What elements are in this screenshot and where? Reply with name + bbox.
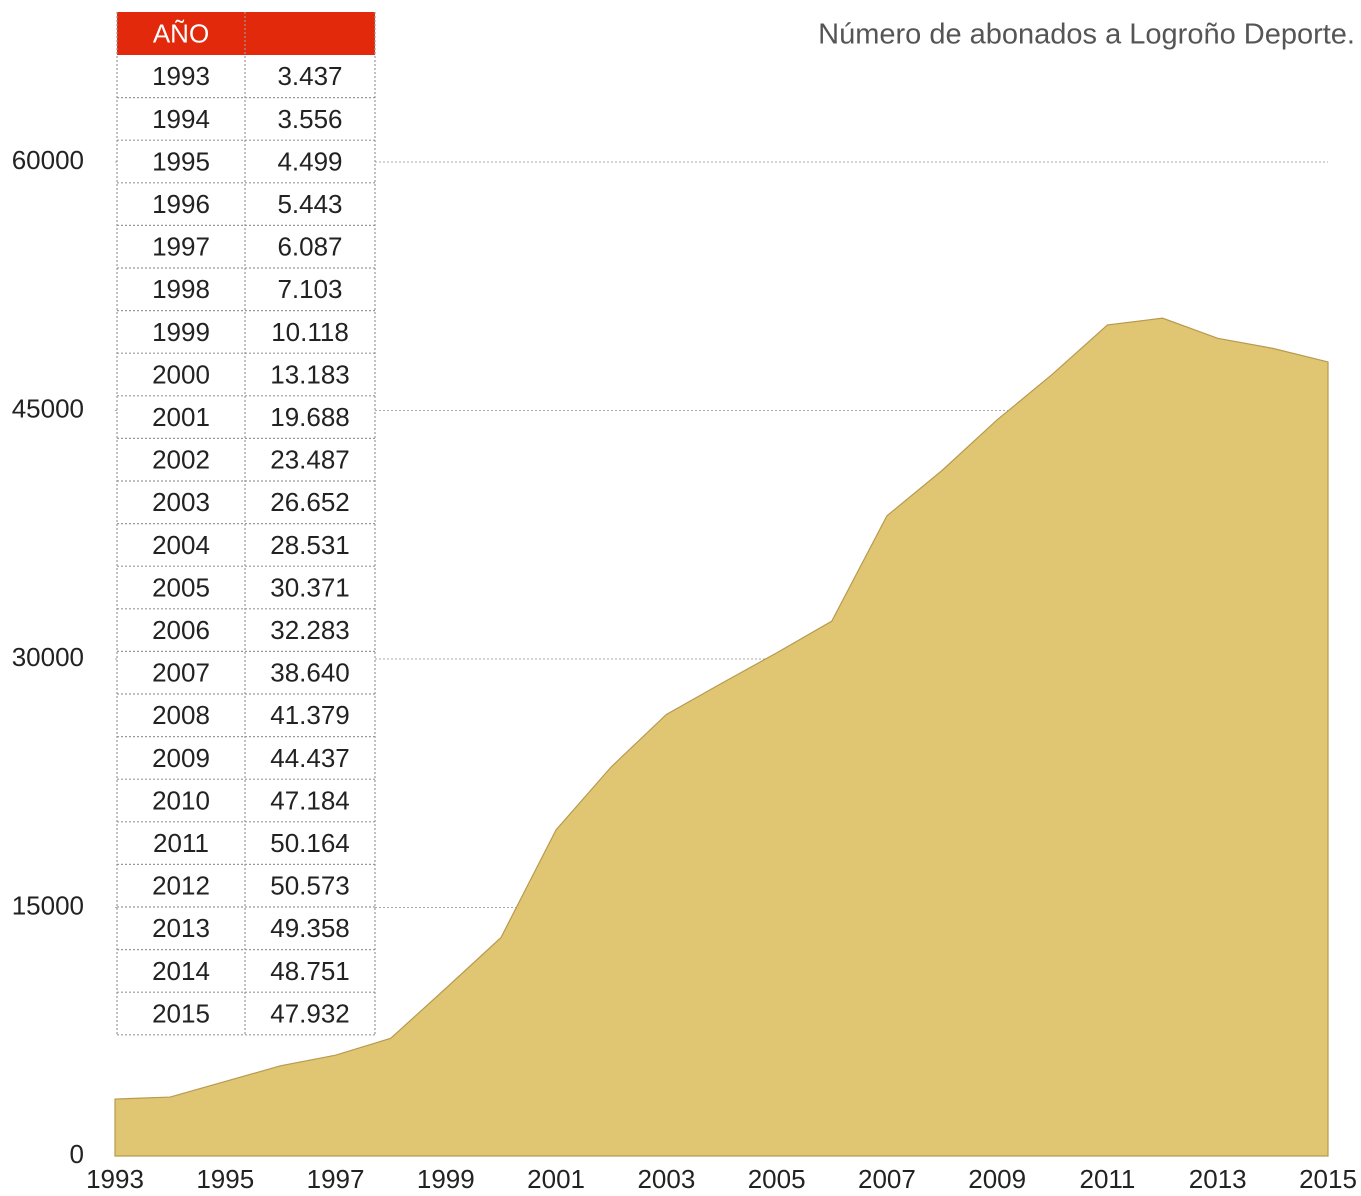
table-value: 28.531 bbox=[270, 530, 350, 560]
table-year: 2013 bbox=[152, 913, 210, 943]
x-tick-label: 1995 bbox=[196, 1164, 254, 1194]
table-year: 1999 bbox=[152, 317, 210, 347]
y-tick-label: 45000 bbox=[12, 393, 84, 423]
table-year: 2008 bbox=[152, 700, 210, 730]
table-value: 4.499 bbox=[277, 146, 342, 176]
table-value: 47.184 bbox=[270, 785, 350, 815]
table-header-bg bbox=[117, 12, 375, 55]
table-bg bbox=[117, 55, 375, 1035]
table-year: 2012 bbox=[152, 871, 210, 901]
table-year: 2000 bbox=[152, 359, 210, 389]
table-value: 41.379 bbox=[270, 700, 350, 730]
table-value: 23.487 bbox=[270, 445, 350, 475]
table-year: 2001 bbox=[152, 402, 210, 432]
table-value: 47.932 bbox=[270, 998, 350, 1028]
x-tick-label: 2007 bbox=[858, 1164, 916, 1194]
x-tick-label: 1993 bbox=[86, 1164, 144, 1194]
table-value: 30.371 bbox=[270, 572, 350, 602]
table-value: 49.358 bbox=[270, 913, 350, 943]
table-year: 2010 bbox=[152, 785, 210, 815]
table-year: 2011 bbox=[153, 828, 209, 858]
table-value: 50.164 bbox=[270, 828, 350, 858]
table-year: 1993 bbox=[152, 61, 210, 91]
table-value: 13.183 bbox=[270, 359, 350, 389]
x-tick-label: 2011 bbox=[1079, 1164, 1135, 1194]
table-year: 2007 bbox=[152, 658, 210, 688]
x-tick-label: 2005 bbox=[748, 1164, 806, 1194]
table-year: 2009 bbox=[152, 743, 210, 773]
y-tick-label: 60000 bbox=[12, 145, 84, 175]
x-tick-label: 2013 bbox=[1189, 1164, 1247, 1194]
table-value: 6.087 bbox=[277, 232, 342, 262]
y-tick-label: 30000 bbox=[12, 642, 84, 672]
table-year: 1997 bbox=[152, 232, 210, 262]
x-tick-label: 2015 bbox=[1299, 1164, 1357, 1194]
table-year: 2015 bbox=[152, 998, 210, 1028]
x-tick-label: 2001 bbox=[527, 1164, 585, 1194]
table-year: 1994 bbox=[152, 104, 210, 134]
table-value: 26.652 bbox=[270, 487, 350, 517]
table-year: 2005 bbox=[152, 572, 210, 602]
area bbox=[114, 317, 1329, 1157]
table-year: 2004 bbox=[152, 530, 210, 560]
y-tick-label: 0 bbox=[70, 1139, 84, 1169]
table-value: 7.103 bbox=[277, 274, 342, 304]
table-year: 2014 bbox=[152, 956, 210, 986]
table-value: 44.437 bbox=[270, 743, 350, 773]
table-year: 1998 bbox=[152, 274, 210, 304]
chart-title: Número de abonados a Logroño Deporte. bbox=[818, 19, 1355, 51]
y-tick-label: 15000 bbox=[12, 890, 84, 920]
table-value: 3.556 bbox=[277, 104, 342, 134]
table-year: 2002 bbox=[152, 445, 210, 475]
table-value: 3.437 bbox=[277, 61, 342, 91]
table-value: 5.443 bbox=[277, 189, 342, 219]
table-year: 1996 bbox=[152, 189, 210, 219]
x-tick-label: 2009 bbox=[968, 1164, 1026, 1194]
x-tick-label: 1999 bbox=[417, 1164, 475, 1194]
table-value: 32.283 bbox=[270, 615, 350, 645]
table-value: 10.118 bbox=[271, 317, 349, 347]
table-value: 50.573 bbox=[270, 871, 350, 901]
table-header: AÑO bbox=[153, 18, 209, 48]
table-value: 48.751 bbox=[270, 956, 350, 986]
table-value: 38.640 bbox=[270, 658, 350, 688]
table-value: 19.688 bbox=[270, 402, 350, 432]
table-year: 2003 bbox=[152, 487, 210, 517]
table-year: 1995 bbox=[152, 146, 210, 176]
x-tick-label: 1997 bbox=[307, 1164, 365, 1194]
table-year: 2006 bbox=[152, 615, 210, 645]
x-tick-label: 2003 bbox=[637, 1164, 695, 1194]
